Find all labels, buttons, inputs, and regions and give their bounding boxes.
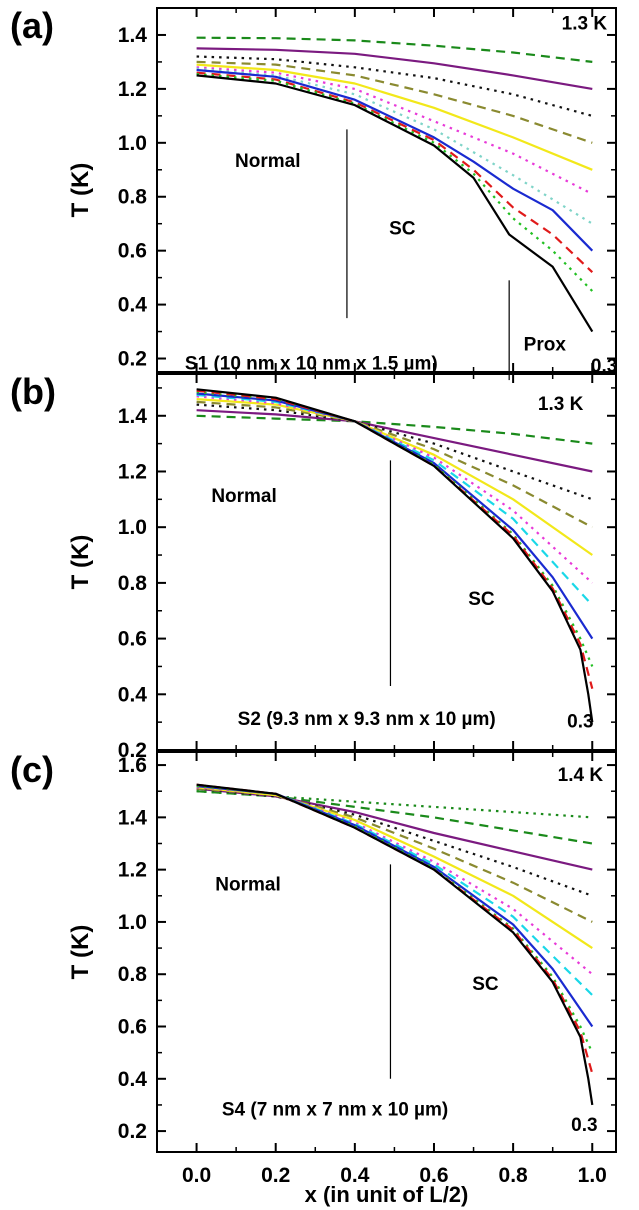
series-line-10 bbox=[196, 388, 594, 723]
annotation-text: Prox bbox=[524, 334, 567, 355]
series-line-3 bbox=[196, 60, 593, 144]
y-tick-label: 1.6 bbox=[118, 754, 147, 777]
y-tick-label: 0.8 bbox=[118, 963, 148, 986]
y-tick-label: 0.2 bbox=[118, 348, 147, 371]
y-tick-label: 0.2 bbox=[118, 739, 147, 762]
series-line-9 bbox=[196, 73, 594, 292]
y-tick-label: 0.6 bbox=[118, 628, 147, 651]
y-tick-label: 1.0 bbox=[118, 911, 147, 934]
y-tick-label: 0.6 bbox=[118, 1016, 147, 1039]
y-tick-label: 0.4 bbox=[118, 1068, 148, 1091]
y-tick-label: 1.2 bbox=[118, 78, 147, 101]
annotation-text: 0.3 bbox=[571, 1115, 597, 1136]
y-tick-label: 0.2 bbox=[118, 1120, 147, 1143]
y-tick-label: 0.8 bbox=[118, 572, 148, 595]
annotation-text: SC bbox=[468, 589, 495, 610]
series-line-2 bbox=[196, 403, 593, 501]
series-line-4 bbox=[196, 398, 593, 556]
annotation-text: 1.4 K bbox=[558, 765, 604, 786]
series-line-9 bbox=[196, 784, 594, 1054]
series-line-2 bbox=[196, 55, 593, 117]
x-tick-label: 0.0 bbox=[182, 1164, 211, 1187]
series-line-7 bbox=[196, 392, 594, 640]
series-line-6 bbox=[196, 67, 593, 225]
series-line-1 bbox=[196, 47, 593, 90]
annotation-text: S1 (10 nm x 10 nm x 1.5 µm) bbox=[185, 353, 438, 374]
y-tick-label: 0.8 bbox=[118, 186, 148, 209]
series-line-0 bbox=[196, 36, 593, 63]
x-tick-label: 1.0 bbox=[578, 1164, 607, 1187]
x-tick-label: 0.2 bbox=[261, 1164, 290, 1187]
series-line-8 bbox=[196, 71, 594, 273]
y-tick-label: 0.6 bbox=[118, 240, 147, 263]
panel-label: (c) bbox=[10, 749, 54, 790]
y-tick-label: 1.0 bbox=[118, 132, 147, 155]
y-tick-label: 1.4 bbox=[118, 405, 148, 428]
plot-frame bbox=[156, 373, 617, 751]
x-axis-label: x (in unit of L/2) bbox=[305, 1182, 469, 1207]
y-tick-label: 1.4 bbox=[118, 806, 148, 829]
x-tick-label: 0.8 bbox=[499, 1164, 529, 1187]
y-axis-label: T (K) bbox=[67, 925, 94, 980]
x-tick-label: 0.4 bbox=[340, 1164, 370, 1187]
y-tick-label: 0.4 bbox=[118, 683, 148, 706]
series-group bbox=[196, 388, 594, 723]
annotation-text: SC bbox=[389, 218, 416, 239]
y-axis-label: T (K) bbox=[67, 535, 94, 590]
annotation-text: Normal bbox=[211, 486, 276, 507]
plot-frame bbox=[156, 7, 617, 373]
y-tick-label: 1.2 bbox=[118, 460, 147, 483]
series-line-5 bbox=[196, 786, 593, 950]
plot-frame bbox=[156, 751, 617, 1153]
annotation-text: 1.3 K bbox=[562, 14, 608, 35]
series-line-5 bbox=[196, 395, 594, 584]
series-line-2 bbox=[196, 787, 593, 871]
series-line-7 bbox=[196, 68, 594, 252]
panel-0: 0.2 0.4 0.6 0.8 1.0 1.2 1.4 T (K) (a) 1.3 K Normal… bbox=[10, 5, 617, 381]
panel-label: (a) bbox=[10, 5, 54, 46]
series-line-10 bbox=[196, 74, 594, 333]
panel-2: 0.2 0.4 0.6 0.8 1.0 1.2 1.4 1.6 0.0 0.2 0.4 0.6 0.8 1… bbox=[10, 749, 617, 1207]
panel-label: (b) bbox=[10, 371, 56, 412]
series-group bbox=[196, 36, 594, 333]
series-line-1 bbox=[196, 409, 593, 473]
annotation-text: 1.3 K bbox=[538, 394, 584, 415]
annotation-text: 0.3 bbox=[591, 356, 617, 377]
series-line-5 bbox=[196, 66, 593, 195]
annotation-text: 0.3 bbox=[567, 712, 593, 733]
panel-1: 0.2 0.4 0.6 0.8 1.0 1.2 1.4 T (K) (b) 1.3 K Normal… bbox=[10, 371, 617, 762]
series-group bbox=[196, 783, 594, 1106]
y-tick-label: 0.4 bbox=[118, 294, 148, 317]
series-line-0 bbox=[196, 790, 593, 819]
series-line-1 bbox=[196, 790, 593, 845]
y-tick-label: 1.2 bbox=[118, 859, 147, 882]
annotation-text: S2 (9.3 nm x 9.3 nm x 10 µm) bbox=[238, 709, 496, 730]
y-tick-label: 1.0 bbox=[118, 516, 147, 539]
annotation-text: S4 (7 nm x 7 nm x 10 µm) bbox=[222, 1099, 448, 1120]
series-line-8 bbox=[196, 391, 594, 667]
x-tick-label: 0.6 bbox=[419, 1164, 448, 1187]
series-line-3 bbox=[196, 400, 593, 529]
annotation-text: Normal bbox=[215, 875, 280, 896]
y-axis-label: T (K) bbox=[67, 163, 94, 218]
series-line-6 bbox=[196, 393, 594, 606]
series-line-11 bbox=[196, 783, 594, 1106]
series-line-4 bbox=[196, 63, 593, 171]
series-line-0 bbox=[196, 414, 593, 445]
annotation-text: SC bbox=[472, 974, 499, 995]
annotation-text: Normal bbox=[235, 151, 300, 172]
y-tick-label: 1.4 bbox=[118, 24, 148, 47]
series-line-6 bbox=[196, 786, 593, 976]
